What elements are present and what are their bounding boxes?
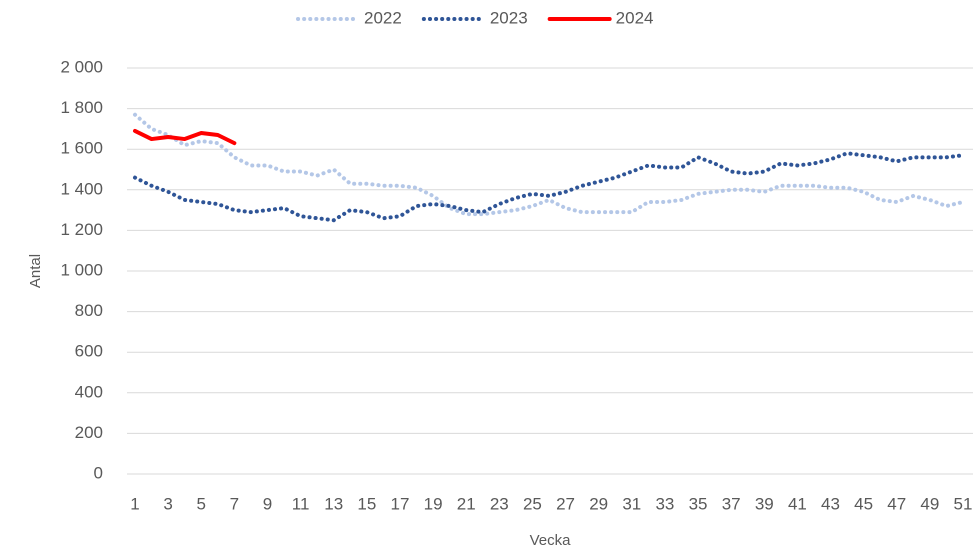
x-tick-label: 31 xyxy=(622,494,641,513)
y-tick-label: 2 000 xyxy=(60,57,103,76)
y-tick-label: 1 200 xyxy=(60,220,103,239)
y-tick-label: 1 000 xyxy=(60,260,103,279)
x-tick-label: 9 xyxy=(263,494,272,513)
y-tick-label: 400 xyxy=(75,382,103,401)
legend-label: 2022 xyxy=(364,8,402,27)
x-tick-label: 1 xyxy=(130,494,139,513)
x-tick-label: 49 xyxy=(920,494,939,513)
legend-label: 2023 xyxy=(490,8,528,27)
y-tick-label: 600 xyxy=(75,342,103,361)
legend-label: 2024 xyxy=(616,8,654,27)
x-tick-label: 39 xyxy=(755,494,774,513)
x-tick-label: 37 xyxy=(722,494,741,513)
x-tick-label: 21 xyxy=(457,494,476,513)
x-tick-label: 19 xyxy=(424,494,443,513)
x-tick-label: 43 xyxy=(821,494,840,513)
y-tick-label: 1 800 xyxy=(60,98,103,117)
x-tick-label: 13 xyxy=(324,494,343,513)
x-tick-label: 27 xyxy=(556,494,575,513)
x-tick-label: 17 xyxy=(390,494,409,513)
y-tick-label: 200 xyxy=(75,423,103,442)
x-tick-label: 47 xyxy=(887,494,906,513)
x-tick-label: 29 xyxy=(589,494,608,513)
y-tick-label: 1 400 xyxy=(60,179,103,198)
line-series xyxy=(133,128,237,146)
y-axis-label: Antal xyxy=(27,254,44,288)
x-tick-label: 51 xyxy=(954,494,973,513)
x-axis-label: Vecka xyxy=(530,532,572,549)
x-tick-label: 15 xyxy=(357,494,376,513)
y-tick-label: 0 xyxy=(94,463,103,482)
line-series xyxy=(133,112,965,217)
x-tick-label: 33 xyxy=(655,494,674,513)
x-tick-label: 3 xyxy=(163,494,172,513)
x-tick-label: 23 xyxy=(490,494,509,513)
line-series xyxy=(133,151,965,223)
x-tick-label: 35 xyxy=(689,494,708,513)
x-tick-label: 45 xyxy=(854,494,873,513)
y-tick-label: 800 xyxy=(75,301,103,320)
x-tick-label: 5 xyxy=(197,494,206,513)
x-tick-label: 41 xyxy=(788,494,807,513)
x-tick-label: 7 xyxy=(230,494,239,513)
y-tick-label: 1 600 xyxy=(60,139,103,158)
x-tick-label: 25 xyxy=(523,494,542,513)
x-tick-label: 11 xyxy=(292,494,310,513)
